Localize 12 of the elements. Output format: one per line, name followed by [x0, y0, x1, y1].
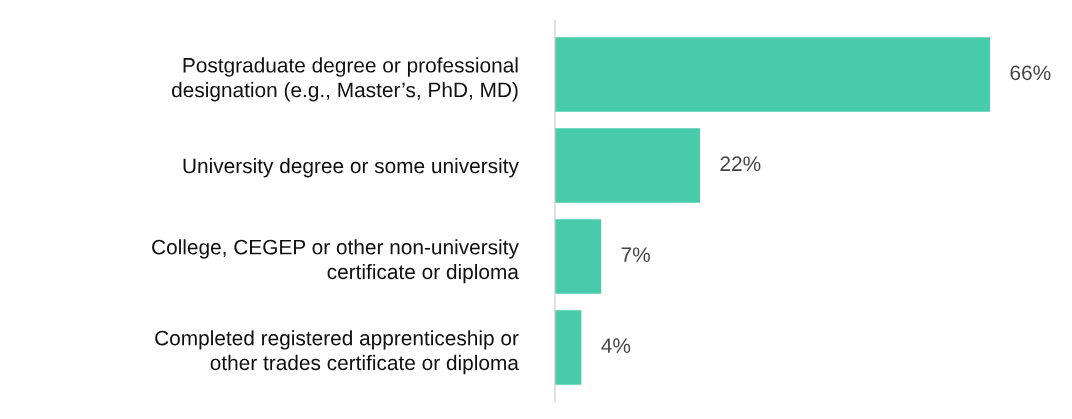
bar — [555, 128, 701, 203]
bar — [555, 37, 991, 112]
data-label: 4% — [601, 338, 631, 353]
data-label: 66% — [1010, 65, 1051, 81]
y-tick-label: Postgraduate degree or professional designation (e.g., Master’s, PhD, MD) — [172, 57, 518, 102]
data-label: 7% — [621, 247, 650, 262]
data-label: 22% — [720, 156, 761, 172]
bar — [555, 219, 602, 294]
y-tick-label: Completed registered apprenticeship or other trades certificate or diploma — [155, 330, 519, 375]
y-tick-label: University degree or some university — [183, 157, 519, 178]
bar — [555, 310, 582, 385]
y-tick-label: College, CEGEP or other non-university certificate or diploma — [152, 239, 519, 284]
